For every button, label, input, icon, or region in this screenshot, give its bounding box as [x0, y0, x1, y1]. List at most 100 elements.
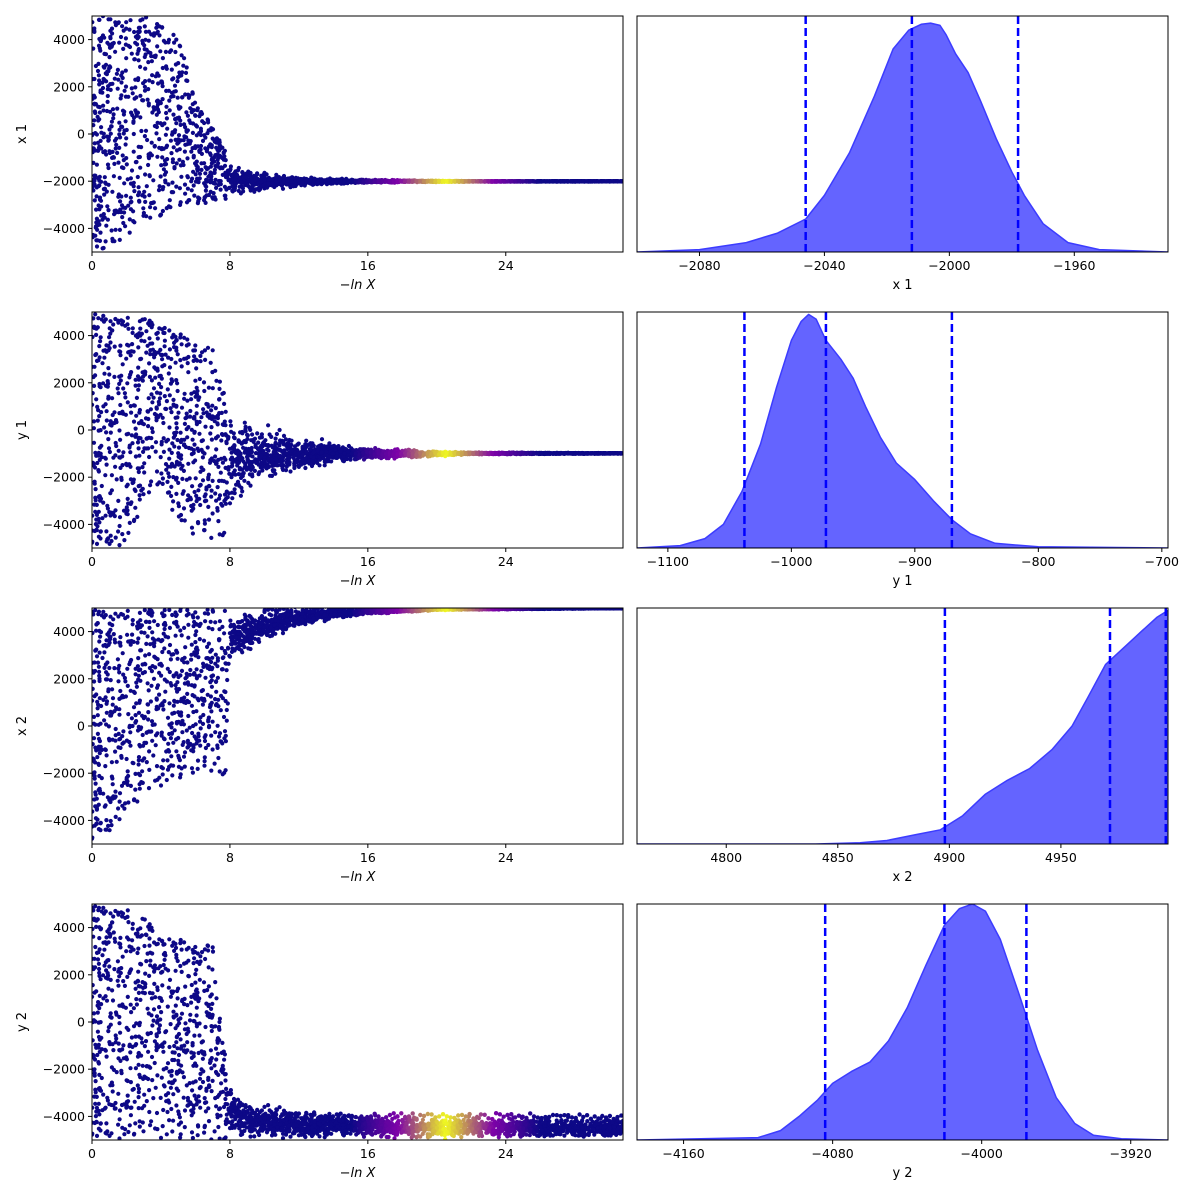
- scatter-point: [210, 414, 215, 419]
- scatter-point: [266, 443, 271, 448]
- x-tick-label: −1960: [1053, 258, 1095, 273]
- scatter-point: [285, 178, 290, 183]
- scatter-point: [166, 182, 171, 187]
- scatter-point: [94, 216, 99, 221]
- scatter-point: [147, 174, 152, 179]
- scatter-point: [195, 446, 200, 451]
- scatter-point: [126, 326, 131, 331]
- scatter-point: [197, 376, 202, 382]
- scatter-point: [169, 450, 174, 455]
- scatter-point: [467, 179, 472, 184]
- scatter-point: [244, 454, 250, 459]
- scatter-point: [117, 543, 122, 548]
- scatter-point: [164, 399, 169, 404]
- scatter-point: [169, 151, 174, 156]
- scatter-point: [296, 178, 302, 184]
- scatter-point: [147, 78, 152, 83]
- scatter-point: [111, 322, 116, 327]
- scatter-point: [99, 125, 104, 130]
- scatter-point: [223, 158, 228, 163]
- scatter-point: [145, 409, 150, 414]
- scatter-point: [93, 131, 98, 136]
- scatter-point: [93, 498, 98, 503]
- scatter-point: [163, 40, 168, 45]
- scatter-point: [600, 179, 605, 184]
- scatter-point: [165, 157, 170, 162]
- scatter-point: [103, 62, 109, 67]
- scatter-point: [195, 201, 200, 206]
- scatter-point: [170, 463, 175, 468]
- scatter-point: [92, 160, 96, 165]
- scatter-point: [111, 112, 116, 117]
- scatter-point: [278, 459, 283, 464]
- scatter-point: [310, 182, 315, 187]
- scatter-point: [137, 483, 143, 488]
- scatter-point: [226, 185, 232, 191]
- scatter-point: [558, 179, 563, 184]
- scatter-point: [216, 464, 221, 469]
- scatter-point: [93, 373, 98, 378]
- scatter-point: [193, 123, 199, 128]
- scatter-point: [186, 370, 191, 375]
- scatter-point: [96, 176, 101, 181]
- scatter-point: [160, 123, 165, 128]
- scatter-point: [176, 480, 181, 485]
- scatter-point: [123, 119, 128, 124]
- scatter-point: [267, 177, 272, 182]
- scatter-point: [272, 449, 277, 454]
- scatter-point: [110, 236, 115, 241]
- x-tick-label: −2000: [928, 258, 970, 273]
- scatter-point: [171, 112, 176, 117]
- scatter-point: [92, 364, 95, 369]
- scatter-point: [120, 153, 125, 158]
- scatter-point: [140, 41, 145, 46]
- scatter-point: [128, 353, 133, 358]
- scatter-point: [174, 378, 179, 383]
- scatter-point: [216, 161, 221, 166]
- scatter-point: [92, 383, 97, 388]
- scatter-point: [132, 189, 137, 194]
- scatter-point: [149, 201, 154, 206]
- scatter-point: [203, 424, 208, 429]
- scatter-point: [246, 178, 251, 183]
- scatter-point: [216, 148, 222, 153]
- scatter-point: [200, 478, 206, 483]
- scatter-point: [133, 108, 138, 113]
- scatter-point: [232, 487, 237, 492]
- scatter-point: [246, 480, 251, 485]
- scatter-point: [159, 442, 164, 447]
- scatter-point: [155, 336, 160, 341]
- scatter-point: [161, 146, 166, 151]
- scatter-point: [304, 438, 309, 443]
- scatter-point: [155, 104, 160, 110]
- scatter-point: [165, 479, 170, 484]
- scatter-point: [130, 441, 135, 446]
- scatter-point: [107, 509, 112, 515]
- scatter-point: [117, 175, 122, 180]
- scatter-point: [95, 114, 100, 119]
- scatter-point: [189, 109, 194, 114]
- scatter-point: [323, 178, 328, 183]
- scatter-point: [141, 98, 146, 103]
- scatter-point: [121, 165, 126, 171]
- scatter-point: [124, 507, 129, 512]
- scatter-point: [159, 163, 164, 168]
- scatter-point: [101, 381, 106, 386]
- scatter-point: [185, 186, 190, 191]
- scatter-point: [162, 394, 167, 399]
- scatter-point: [199, 167, 204, 172]
- scatter-point: [193, 476, 198, 481]
- scatter-point: [213, 177, 218, 182]
- scatter-point: [103, 239, 108, 244]
- scatter-point: [611, 179, 616, 184]
- scatter-point: [194, 366, 199, 371]
- scatter-point: [186, 95, 191, 100]
- scatter-point: [226, 435, 231, 440]
- scatter-point: [228, 167, 233, 172]
- scatter-point: [387, 179, 393, 184]
- scatter-point: [214, 378, 219, 383]
- scatter-point: [138, 64, 143, 69]
- scatter-point: [101, 103, 106, 108]
- scatter-point: [94, 352, 99, 357]
- scatter-point: [132, 29, 137, 35]
